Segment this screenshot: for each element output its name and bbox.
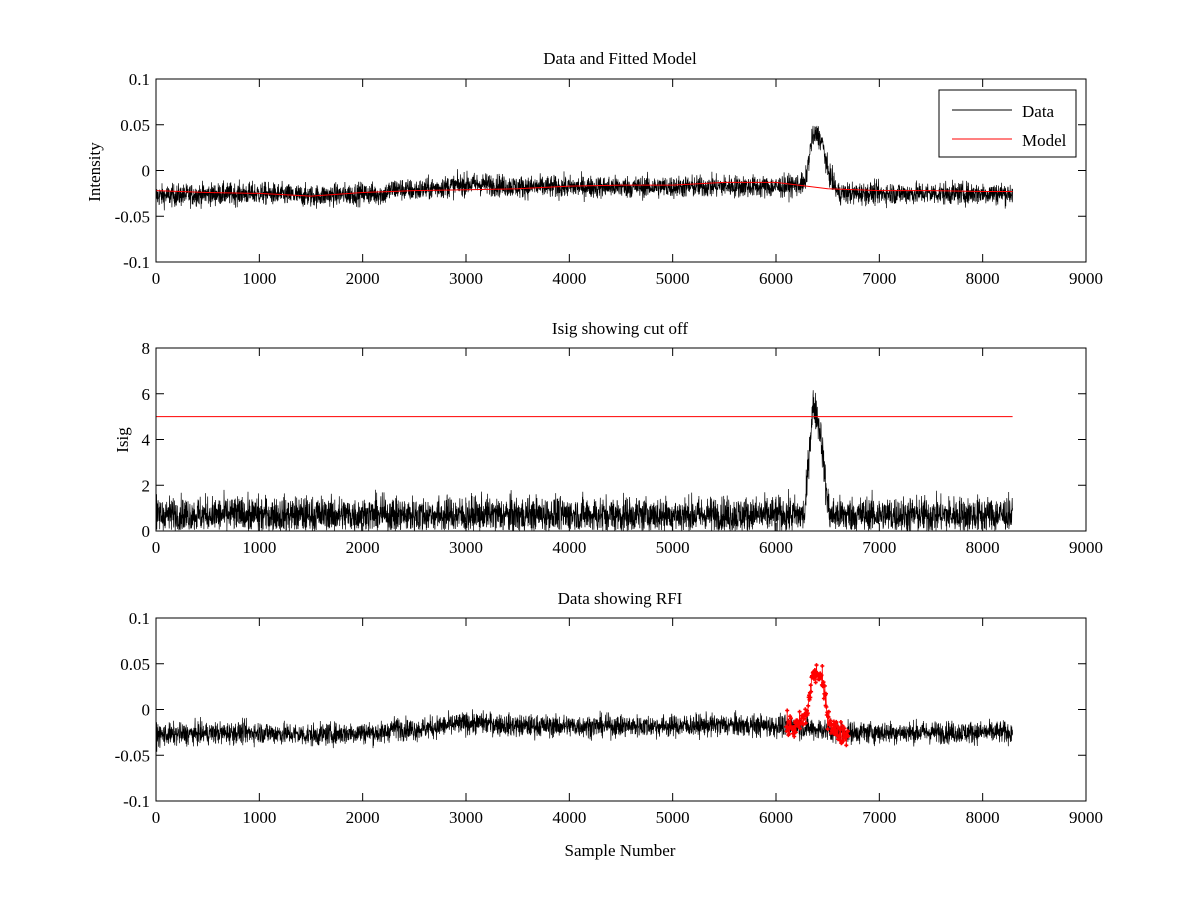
panel-isig-showing-cut-off: Isig showing cut off Isig 0 1000 2000 3000 4… [113, 319, 1103, 557]
legend-label-model: Model [1022, 131, 1067, 150]
x-tick-label: 9000 [1069, 538, 1103, 557]
x-tick-label: 9000 [1069, 808, 1103, 827]
panel-data-showing-rfi: Data showing RFI Sample Number 0 1000 2000… [115, 589, 1103, 860]
chart-title: Data showing RFI [558, 589, 683, 608]
x-tick-label: 9000 [1069, 269, 1103, 288]
x-tick-label: 1000 [242, 538, 276, 557]
y-tick-label: -0.1 [123, 792, 150, 811]
y-tick-label: 0 [142, 701, 151, 720]
series-rfi-markers [784, 663, 851, 748]
y-tick-label: 0.1 [129, 609, 150, 628]
x-tick-label: 3000 [449, 538, 483, 557]
series-group [156, 663, 1013, 752]
x-tick-label: 6000 [759, 269, 793, 288]
y-tick-label: 0 [142, 522, 151, 541]
series-rfi-line [785, 665, 849, 746]
panel-data-and-fitted-model: Data and Fitted Model Intensity 0 1000 200… [85, 49, 1103, 288]
x-axis-label: Sample Number [565, 841, 676, 860]
x-tick-label: 8000 [966, 808, 1000, 827]
series-data-line [156, 709, 1013, 752]
x-tick-label: 5000 [656, 269, 690, 288]
x-tick-label: 0 [152, 269, 161, 288]
x-tick-label: 5000 [656, 808, 690, 827]
y-tick-label: 0 [142, 162, 151, 181]
legend: Data Model [938, 89, 1077, 158]
y-axis-label: Isig [113, 427, 132, 453]
series-data-line [156, 125, 1013, 211]
x-tick-label: 2000 [346, 269, 380, 288]
x-tick-label: 6000 [759, 808, 793, 827]
x-tick-label: 5000 [656, 538, 690, 557]
x-tick-label: 4000 [552, 808, 586, 827]
y-tick-label: 0.05 [120, 655, 150, 674]
y-tick-label: 0.1 [129, 70, 150, 89]
x-tick-label: 0 [152, 808, 161, 827]
series-group [156, 390, 1013, 531]
plot-area: 0 1000 2000 3000 4000 5000 6000 7000 8000 9000 -0.… [115, 70, 1103, 288]
legend-label-data: Data [1022, 102, 1055, 121]
y-tick-label: 0.05 [120, 116, 150, 135]
y-tick-label: 4 [142, 431, 151, 450]
x-tick-label: 2000 [346, 808, 380, 827]
x-tick-label: 1000 [242, 269, 276, 288]
chart-title: Isig showing cut off [552, 319, 688, 338]
x-tick-label: 8000 [966, 269, 1000, 288]
x-tick-label: 7000 [862, 808, 896, 827]
y-tick-label: -0.05 [115, 746, 150, 765]
x-tick-label: 8000 [966, 538, 1000, 557]
x-tick-label: 1000 [242, 808, 276, 827]
plot-area: 0 1000 2000 3000 4000 5000 6000 7000 8000 9000 -0.… [115, 609, 1103, 827]
x-tick-label: 3000 [449, 269, 483, 288]
series-group [156, 125, 1013, 211]
chart-title: Data and Fitted Model [543, 49, 697, 68]
x-tick-label: 4000 [552, 269, 586, 288]
series-data-line [156, 390, 1013, 531]
x-tick-label: 7000 [862, 538, 896, 557]
y-tick-label: 6 [142, 385, 151, 404]
x-tick-label: 7000 [862, 269, 896, 288]
x-tick-label: 2000 [346, 538, 380, 557]
y-tick-label: 8 [142, 339, 151, 358]
x-tick-label: 6000 [759, 538, 793, 557]
y-tick-label: 2 [142, 476, 151, 495]
plot-area: 0 1000 2000 3000 4000 5000 6000 7000 8000 9000 0 2 4… [142, 339, 1104, 557]
series-model-line [156, 181, 1013, 197]
x-tick-label: 4000 [552, 538, 586, 557]
x-tick-label: 3000 [449, 808, 483, 827]
x-tick-label: 0 [152, 538, 161, 557]
y-axis-label: Intensity [85, 142, 104, 202]
y-tick-label: -0.05 [115, 207, 150, 226]
y-tick-label: -0.1 [123, 253, 150, 272]
legend-box [938, 89, 1077, 158]
